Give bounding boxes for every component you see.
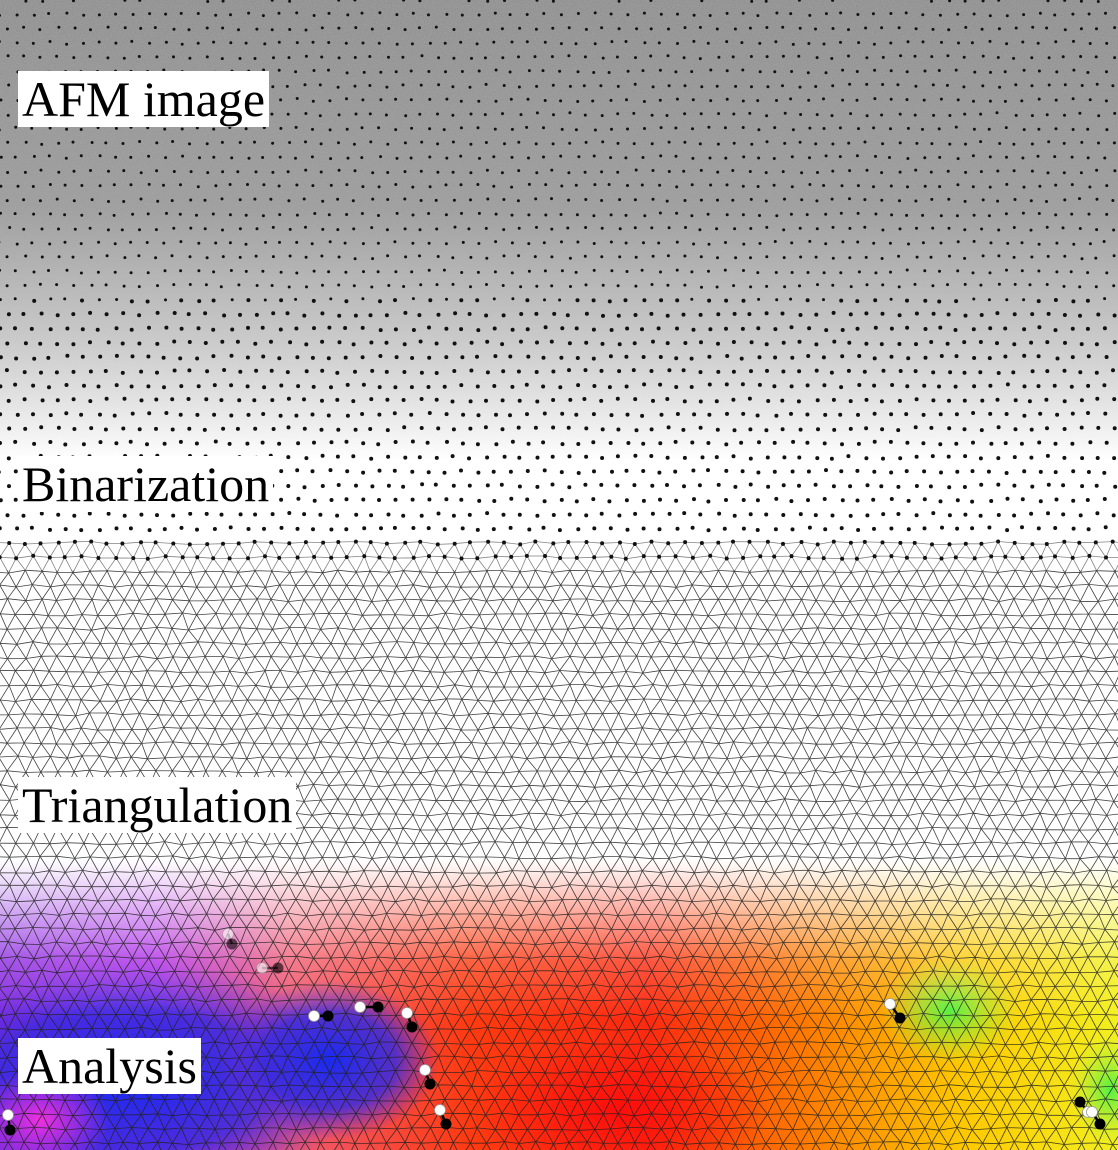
- defect-minus-marker: [372, 1001, 384, 1013]
- defect-plus-marker: [222, 928, 234, 940]
- defect-pair: [222, 928, 238, 950]
- defect-minus-marker: [1094, 1118, 1106, 1130]
- defect-markers: [2, 928, 1106, 1136]
- defect-pair: [884, 998, 906, 1024]
- defect-pair: [308, 1010, 334, 1022]
- defect-pair: [434, 1104, 452, 1130]
- defect-pair: [2, 1109, 16, 1136]
- defect-plus-marker: [419, 1064, 431, 1076]
- label-binarization: Binarization: [18, 456, 274, 512]
- defect-plus-marker: [354, 1001, 366, 1013]
- label-afm-image: AFM image: [18, 71, 270, 127]
- defect-minus-marker: [4, 1124, 16, 1136]
- defect-pair: [354, 1001, 384, 1013]
- defect-plus-marker: [884, 998, 896, 1010]
- defect-minus-marker: [226, 938, 238, 950]
- defect-pair: [1086, 1106, 1106, 1130]
- defect-plus-marker: [256, 962, 268, 974]
- label-analysis: Analysis: [18, 1038, 201, 1094]
- defect-pair: [419, 1064, 436, 1090]
- defect-minus-marker: [424, 1078, 436, 1090]
- defect-minus-marker: [406, 1021, 418, 1033]
- defect-minus-marker: [1074, 1096, 1086, 1108]
- defect-pair: [401, 1007, 418, 1033]
- label-triangulation: Triangulation: [18, 777, 297, 833]
- defect-plus-marker: [1086, 1106, 1098, 1118]
- defect-minus-marker: [272, 962, 284, 974]
- defect-plus-marker: [401, 1007, 413, 1019]
- defect-minus-marker: [440, 1118, 452, 1130]
- defect-minus-marker: [894, 1012, 906, 1024]
- defect-plus-marker: [2, 1109, 14, 1121]
- afm-noise: [0, 0, 1118, 460]
- defect-plus-marker: [434, 1104, 446, 1116]
- defect-minus-marker: [322, 1010, 334, 1022]
- defect-pair: [256, 962, 284, 974]
- defect-plus-marker: [308, 1010, 320, 1022]
